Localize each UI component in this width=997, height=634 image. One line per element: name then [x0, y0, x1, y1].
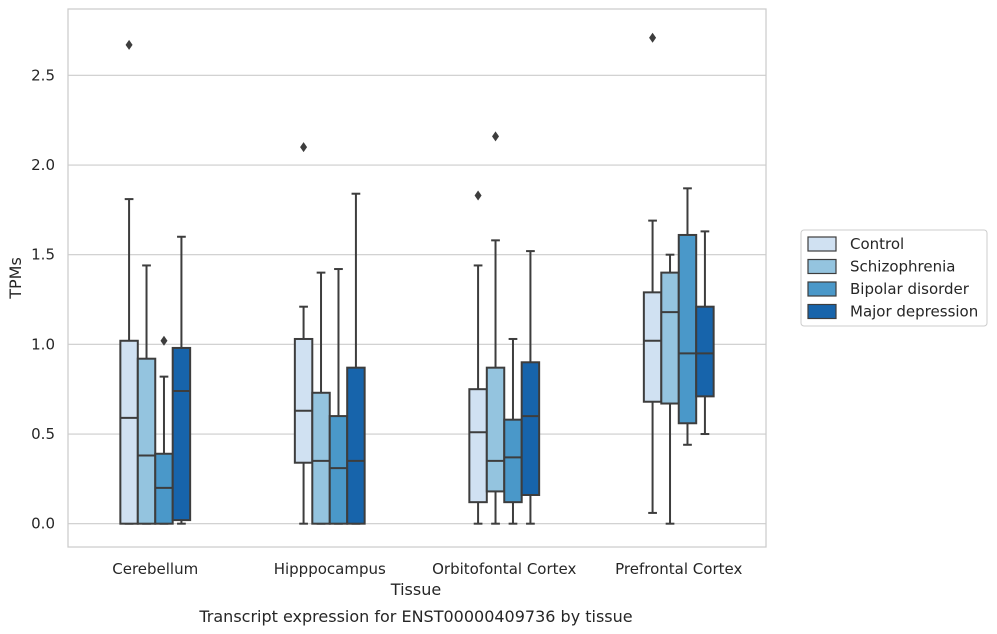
box-bipolar-disorder: [503, 337, 523, 525]
box-body: [642, 291, 663, 403]
legend-label: Bipolar disorder: [850, 280, 970, 298]
box-body: [520, 361, 541, 496]
legend-label: Schizophrenia: [850, 258, 955, 276]
legend-label: Control: [850, 235, 904, 253]
box-body: [136, 357, 157, 525]
box-body: [171, 346, 192, 522]
box-major-depression: [695, 230, 715, 436]
y-tick-labels: 0.0 0.5 1.0 1.5 2.0 2.5: [31, 66, 55, 532]
box-bipolar-disorder: [328, 268, 349, 525]
box-control: [468, 190, 488, 525]
y-tick-label: 2.5: [31, 66, 55, 84]
box-schizophrenia: [136, 264, 157, 525]
chart-caption: Transcript expression for ENST0000040973…: [198, 607, 632, 626]
box-body: [695, 305, 715, 398]
box-body: [346, 366, 366, 525]
legend-swatch: [807, 303, 837, 320]
outlier-point: [160, 335, 168, 346]
y-tick-label: 0.0: [31, 515, 55, 533]
legend-label: Major depression: [850, 303, 978, 321]
legend-swatch: [807, 258, 837, 275]
box-body: [660, 271, 680, 405]
box-body: [311, 391, 331, 525]
box-body: [293, 337, 314, 464]
box-body: [677, 233, 698, 425]
plot-area-frame: [67, 8, 767, 548]
box-major-depression: [171, 235, 192, 525]
box-major-depression: [346, 192, 366, 525]
box-control: [293, 142, 314, 525]
box-body: [485, 366, 506, 493]
legend-frame: [800, 229, 988, 327]
y-tick-label: 2.0: [31, 156, 55, 174]
legend-swatch: [807, 281, 837, 297]
box-body: [468, 388, 488, 504]
legend: Control Schizophrenia Bipolar disorder Majo…: [800, 229, 988, 327]
legend-swatch: [807, 236, 837, 252]
outlier-point: [300, 142, 308, 153]
x-tick-labels: Cerebellum Hipppocampus Orbitofontal Corte…: [112, 560, 742, 578]
x-tick-label: Prefrontal Cortex: [615, 560, 742, 578]
x-tick-label: Cerebellum: [112, 560, 198, 578]
y-tick-label: 1.5: [31, 246, 55, 264]
outlier-point: [492, 131, 500, 142]
box-major-depression: [520, 250, 541, 525]
x-tick-label: Orbitofontal Cortex: [432, 560, 576, 578]
y-axis-label: TPMs: [6, 257, 25, 300]
box-bipolar-disorder: [677, 187, 698, 446]
outlier-point: [125, 39, 133, 50]
x-axis-label: Tissue: [390, 580, 441, 599]
boxes: [119, 32, 715, 525]
y-tick-label: 1.0: [31, 335, 55, 353]
outlier-point: [474, 190, 482, 201]
outlier-point: [649, 32, 657, 43]
box-body: [119, 339, 139, 525]
box-body: [328, 415, 349, 525]
y-tick-label: 0.5: [31, 425, 55, 443]
box-body: [503, 418, 523, 504]
x-tick-label: Hipppocampus: [274, 560, 386, 578]
